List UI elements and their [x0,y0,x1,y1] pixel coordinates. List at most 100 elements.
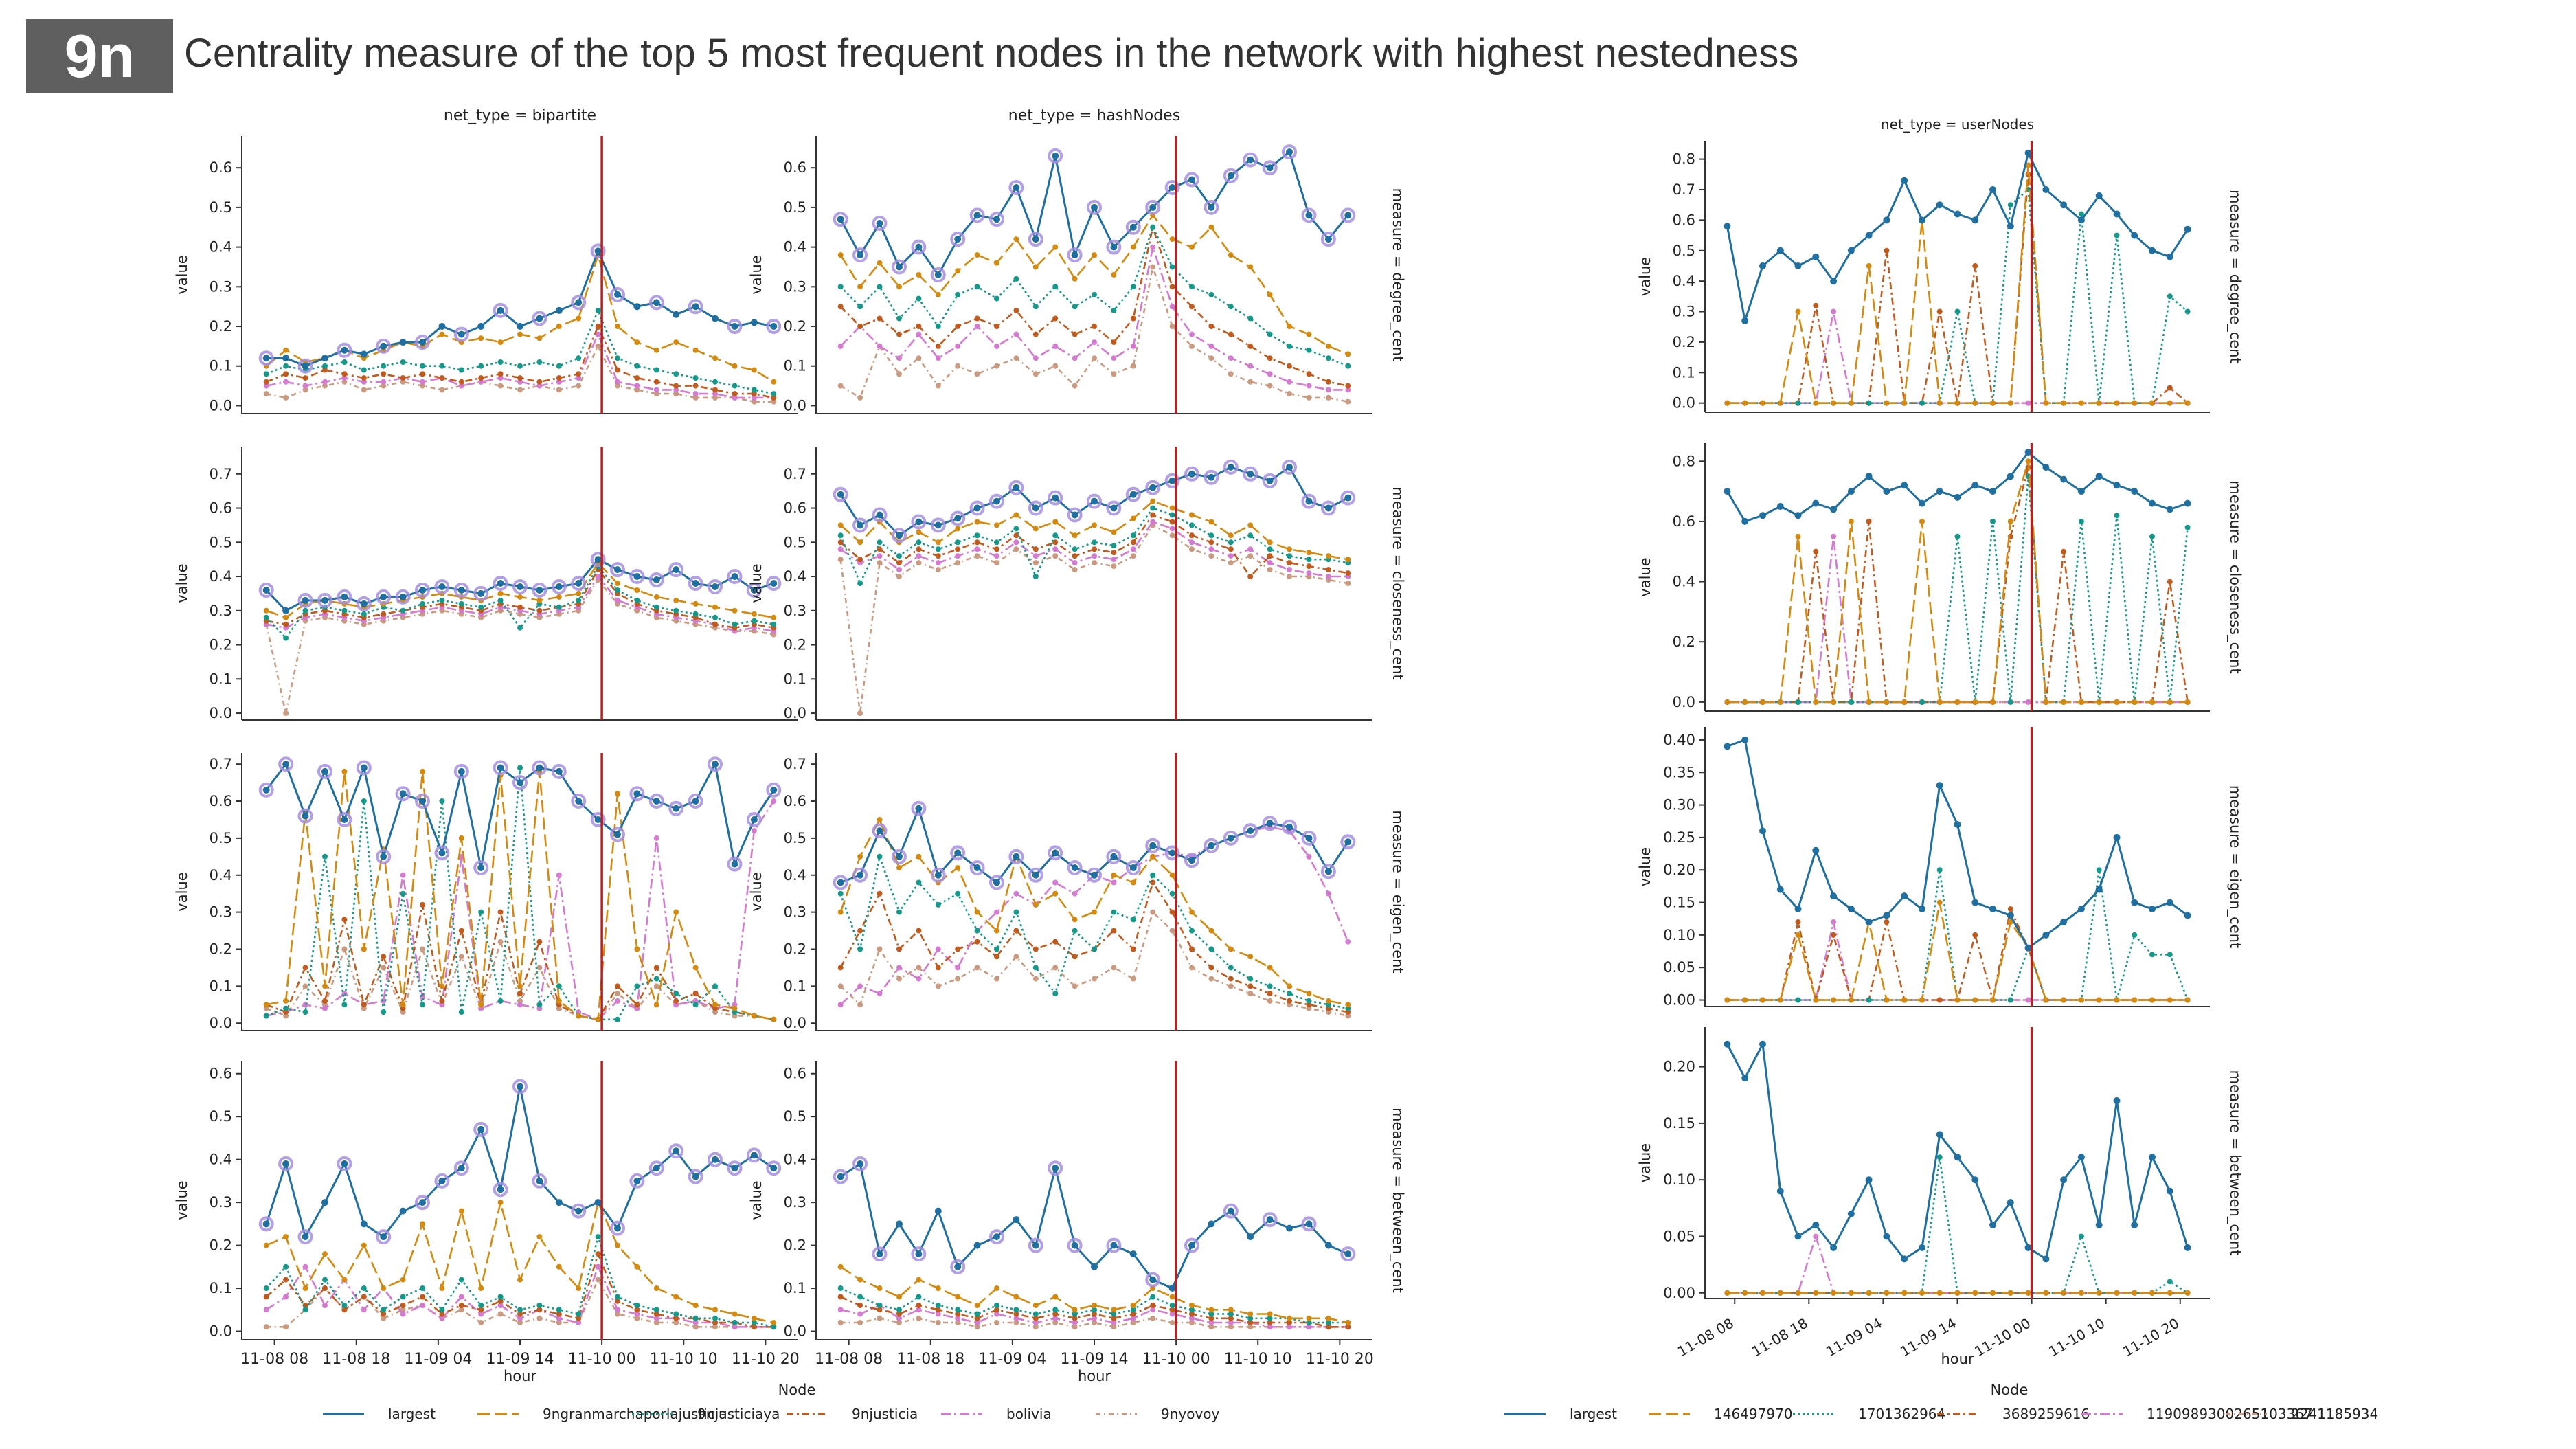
data-point [1228,252,1234,258]
y-tick-label: 0.0 [210,1015,232,1031]
y-tick-label: 0.0 [1673,395,1695,412]
data-point [439,1311,445,1317]
highlight-marker [1106,849,1122,864]
data-point [1936,1154,1943,1160]
data-point [615,1294,620,1300]
data-point [2149,906,2156,912]
y-tick-label: 0.6 [210,159,232,176]
data-point [751,1320,757,1325]
highlight-marker [493,576,508,591]
data-point [2007,1199,2014,1206]
data-point [283,1277,289,1283]
data-point [751,1013,757,1019]
data-point [994,539,999,546]
data-point [2184,912,2191,919]
data-point [994,363,999,369]
data-point [1936,308,1943,315]
data-point [615,1298,620,1304]
data-point [458,954,464,960]
data-point [1052,152,1059,159]
data-point [1345,1324,1351,1330]
data-point [771,398,777,405]
y-tick-label: 0.4 [210,867,232,884]
data-point [877,343,883,349]
data-point [1306,570,1312,576]
y-tick-label: 0.4 [210,239,232,256]
data-point [974,532,980,539]
data-point [1111,909,1117,915]
data-point [283,1294,289,1300]
data-point [556,375,562,381]
data-point [955,976,961,982]
data-point [282,1160,290,1167]
data-point [653,976,659,982]
data-point [896,284,902,290]
y-tick-label: 0.0 [784,1015,806,1031]
data-point [1013,331,1019,337]
data-point [576,1311,582,1317]
data-point [751,611,757,617]
data-point [1189,1315,1195,1321]
data-point [536,764,543,772]
data-point [1936,1290,1943,1296]
data-point [381,611,387,617]
data-point [993,216,1000,223]
data-point [615,791,620,797]
data-point [380,342,387,350]
data-point [1267,1315,1273,1321]
data-point [673,597,679,603]
data-point [653,835,659,841]
data-point [1168,184,1176,191]
highlight-marker [872,1246,888,1262]
data-point [974,1324,980,1330]
data-point [673,998,679,1004]
data-point [263,391,269,397]
data-point [1092,1311,1097,1317]
data-point [2113,210,2121,218]
data-point [954,849,962,857]
data-point [595,1234,601,1240]
data-point [594,556,602,563]
data-point [457,330,465,338]
data-point [1032,1324,1039,1330]
data-point [419,798,426,805]
data-point [420,901,425,908]
data-point [2043,1290,2049,1296]
data-point [1901,177,1908,184]
highlight-marker [551,579,567,594]
data-point [1344,494,1352,502]
highlight-marker [376,589,392,605]
data-point [615,383,620,389]
data-point [634,946,640,952]
data-point [1247,1324,1254,1330]
data-point [1306,991,1312,997]
highlight-marker [668,800,684,816]
data-point [1189,539,1195,546]
data-point [2078,518,2084,524]
highlight-marker [1223,1203,1239,1219]
data-point [916,1315,922,1321]
data-point [497,909,504,915]
data-point [837,1307,844,1313]
data-point [1884,400,1890,406]
data-point [576,375,582,381]
data-point [712,394,718,401]
data-point [1169,1311,1175,1317]
data-point [2078,400,2084,406]
data-point [876,1250,883,1258]
data-point [935,324,941,329]
y-tick-label: 0.0 [1673,694,1695,710]
data-point [1130,1315,1136,1321]
data-point [1092,546,1097,552]
data-point [399,339,407,346]
data-point [517,375,523,381]
highlight-marker [532,311,547,326]
data-point [341,346,348,354]
y-tick-label: 0.05 [1663,1228,1695,1244]
y-tick-label: 0.6 [784,159,806,176]
highlight-marker [1320,864,1336,879]
data-point [935,355,941,361]
data-point [341,607,348,614]
highlight-marker [1320,500,1336,516]
